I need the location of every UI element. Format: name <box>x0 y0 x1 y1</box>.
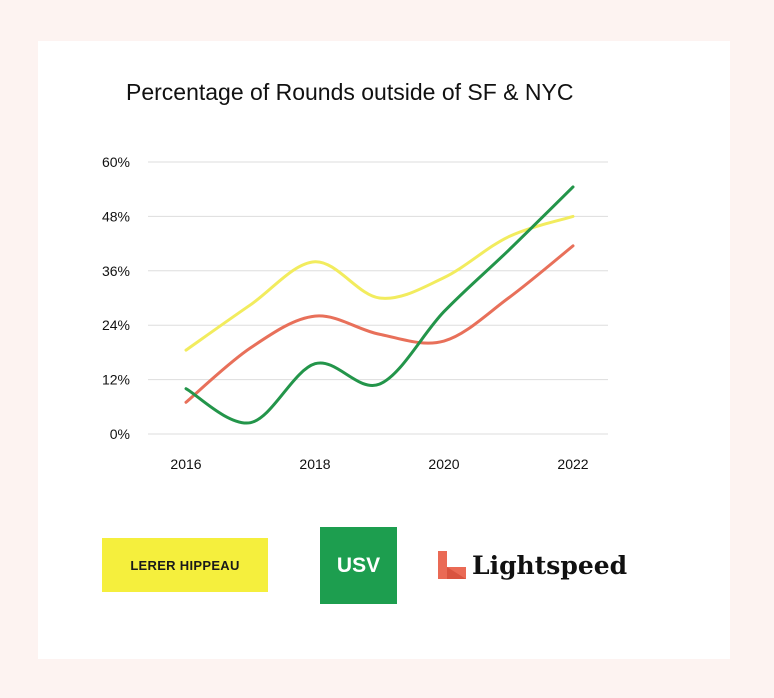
lightspeed-mark-icon <box>438 551 466 579</box>
x-tick-label: 2018 <box>299 456 330 472</box>
usv-logo-text: USV <box>336 553 381 577</box>
x-tick-label: 2016 <box>170 456 201 472</box>
series-lines <box>184 185 575 425</box>
grid-lines <box>148 161 608 435</box>
x-tick-label: 2022 <box>557 456 588 472</box>
usv-logo: USV <box>320 527 397 604</box>
y-tick-label: 48% <box>102 208 130 224</box>
lightspeed-logo-text: Lightspeed <box>472 550 628 580</box>
series-line-3 <box>184 185 575 425</box>
lerer-hippeau-logo-text: LERER HIPPEAU <box>130 557 240 573</box>
y-tick-label: 60% <box>102 154 130 170</box>
y-tick-label: 0% <box>110 426 130 442</box>
lightspeed-logo: Lightspeed <box>436 545 627 585</box>
series-line-1 <box>184 214 575 352</box>
x-axis: 2016 2018 2020 2022 <box>170 456 588 472</box>
y-tick-label: 36% <box>102 263 130 279</box>
y-axis: 0% 12% 24% 36% 48% 60% <box>102 154 130 442</box>
x-tick-label: 2020 <box>428 456 459 472</box>
y-tick-label: 12% <box>102 372 130 388</box>
series-line-2 <box>184 244 575 404</box>
y-tick-label: 24% <box>102 317 130 333</box>
chart-title: Percentage of Rounds outside of SF & NYC <box>126 79 574 105</box>
lerer-hippeau-logo: LERER HIPPEAU <box>102 538 268 592</box>
